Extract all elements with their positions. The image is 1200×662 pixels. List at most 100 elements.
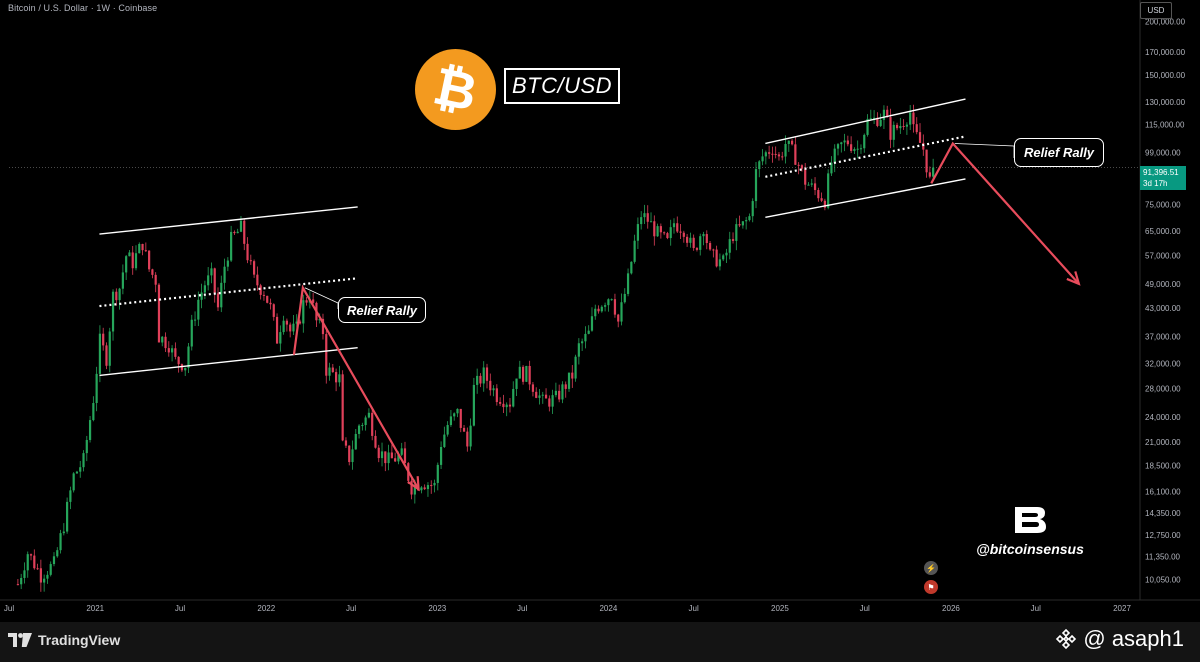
candle-body bbox=[584, 333, 587, 342]
candle-body bbox=[518, 366, 521, 379]
candle-body bbox=[827, 173, 830, 208]
candle-body bbox=[131, 252, 134, 269]
candle-body bbox=[531, 384, 535, 392]
candle-body bbox=[62, 531, 65, 534]
candle-body bbox=[26, 554, 29, 571]
candle-body bbox=[151, 269, 154, 275]
candle-body bbox=[735, 224, 738, 241]
candle-body bbox=[679, 231, 682, 233]
candle-body bbox=[187, 346, 190, 368]
candle-body bbox=[889, 117, 892, 140]
candle-body bbox=[499, 402, 502, 404]
candle-body bbox=[88, 420, 92, 440]
candle-body bbox=[56, 550, 59, 557]
candle-body bbox=[400, 448, 403, 455]
candle-body bbox=[377, 447, 380, 459]
candle-body bbox=[659, 226, 662, 233]
candle-body bbox=[292, 323, 295, 332]
candle-body bbox=[656, 226, 659, 237]
candle-body bbox=[269, 302, 272, 305]
candle-body bbox=[915, 124, 918, 133]
candle-body bbox=[525, 365, 528, 382]
candle-body bbox=[597, 308, 600, 312]
candle-body bbox=[669, 227, 672, 239]
candle-body bbox=[544, 394, 548, 399]
candle-body bbox=[879, 119, 882, 126]
candle-body bbox=[325, 334, 328, 376]
candle-body bbox=[459, 408, 462, 428]
candle-body bbox=[394, 458, 397, 462]
candle-body bbox=[794, 144, 797, 165]
chart-title: Bitcoin / U.S. Dollar · 1W · Coinbase bbox=[8, 3, 158, 13]
candle-body bbox=[167, 348, 170, 353]
candle-body bbox=[466, 431, 469, 447]
bitcoin-logo-icon: ₿ bbox=[415, 49, 496, 130]
candle-body bbox=[895, 124, 899, 129]
candle-body bbox=[312, 299, 315, 303]
candle-body bbox=[741, 221, 744, 226]
candle-body bbox=[863, 134, 866, 149]
candle-body bbox=[718, 259, 722, 267]
bar-countdown: 3d 17h bbox=[1143, 179, 1168, 188]
price-tick-label: 57,000.00 bbox=[1145, 252, 1181, 261]
candle-body bbox=[787, 140, 790, 144]
lightning-icon[interactable]: ⚡ bbox=[924, 561, 938, 575]
tradingview-brand[interactable]: TradingView bbox=[8, 632, 120, 648]
price-tick-label: 49,000.00 bbox=[1145, 280, 1181, 289]
candle-body bbox=[226, 260, 229, 267]
candle-body bbox=[52, 556, 56, 565]
candle-body bbox=[535, 391, 538, 398]
candle-body bbox=[626, 273, 630, 294]
candle-body bbox=[16, 584, 20, 586]
candle-body bbox=[886, 109, 889, 118]
candle-body bbox=[902, 125, 905, 127]
candle-body bbox=[318, 318, 321, 321]
candle-body bbox=[49, 564, 52, 575]
candle-body bbox=[275, 316, 279, 344]
candle-body bbox=[859, 148, 863, 150]
currency-button[interactable]: USD bbox=[1140, 2, 1172, 19]
candle-body bbox=[646, 213, 649, 222]
time-tick-label: 2022 bbox=[257, 604, 275, 613]
candle-body bbox=[252, 261, 256, 275]
candle-body bbox=[335, 372, 338, 383]
candle-body bbox=[892, 124, 895, 140]
candle-body bbox=[528, 365, 531, 385]
candle-body bbox=[571, 372, 574, 379]
candle-body bbox=[239, 220, 243, 232]
candle-body bbox=[564, 384, 567, 389]
candle-body bbox=[262, 294, 266, 296]
candle-body bbox=[817, 190, 820, 199]
candle-body bbox=[108, 331, 111, 366]
candle-body bbox=[472, 384, 475, 426]
candle-body bbox=[869, 118, 872, 120]
candle-body bbox=[882, 109, 886, 120]
candle-body bbox=[590, 316, 594, 331]
candle-body bbox=[43, 578, 46, 583]
price-tick-label: 24,000.00 bbox=[1145, 413, 1181, 422]
candle-body bbox=[521, 366, 525, 382]
candle-body bbox=[833, 148, 836, 163]
author-handle: @ asaph1 bbox=[1083, 626, 1184, 651]
candle-body bbox=[102, 333, 105, 346]
channel-1-upper-line bbox=[99, 206, 358, 235]
candle-body bbox=[148, 250, 151, 270]
candle-body bbox=[925, 149, 928, 173]
candle-body bbox=[830, 162, 833, 174]
candle-body bbox=[174, 348, 177, 357]
price-chart[interactable]: 200,000.00 170,000.00 150,000.00 130,000.00… bbox=[0, 0, 1200, 622]
candle-body bbox=[39, 568, 42, 583]
projection-1-path bbox=[292, 284, 420, 490]
candle-body bbox=[190, 319, 193, 347]
flag-event-icon[interactable]: ⚑ bbox=[924, 580, 938, 594]
channel-2-mid-line bbox=[765, 135, 966, 178]
bitcoinsensus-watermark: @bitcoinsensus bbox=[970, 505, 1090, 557]
candle-body bbox=[246, 243, 249, 261]
candle-body bbox=[558, 390, 561, 400]
candle-body bbox=[456, 408, 459, 414]
candle-body bbox=[538, 395, 541, 398]
time-tick-label: Jul bbox=[175, 604, 185, 613]
candle-body bbox=[686, 236, 689, 243]
candle-body bbox=[138, 243, 141, 254]
candle-body bbox=[371, 412, 374, 436]
